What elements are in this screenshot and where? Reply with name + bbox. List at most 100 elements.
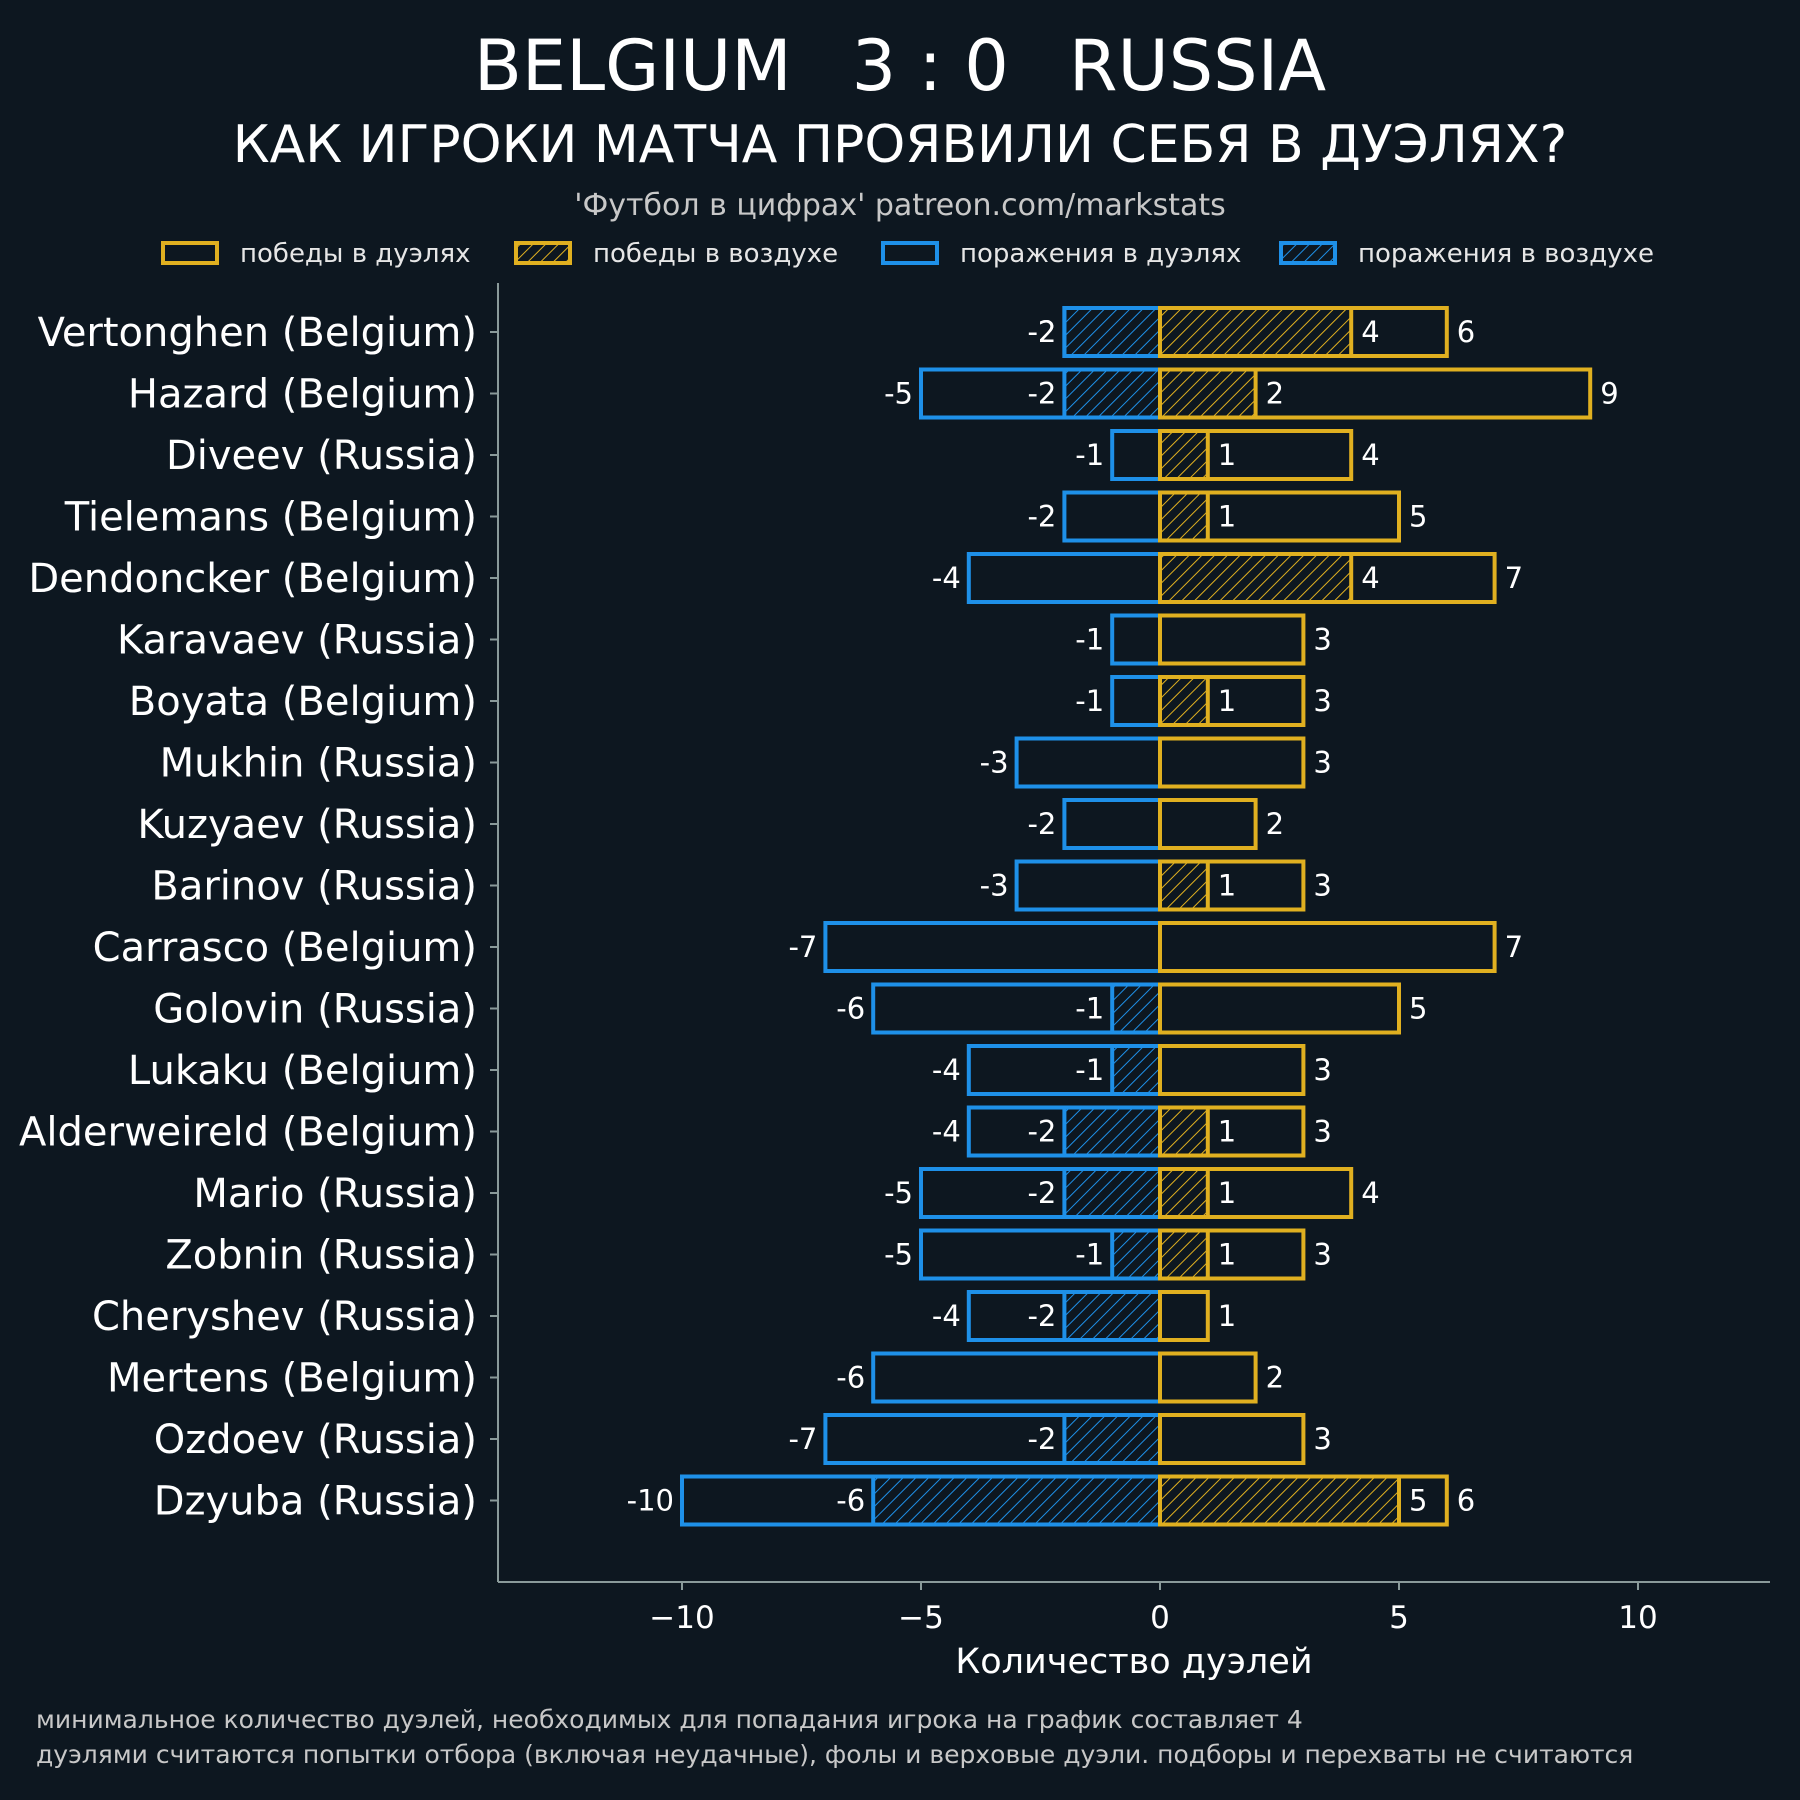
label-duel-win-kuzyaev: 2 [1266, 807, 1284, 841]
label-aerial-win-tielemans: 1 [1218, 500, 1236, 534]
label-duel-win-karavaev: 3 [1313, 623, 1331, 657]
label-duel-win-mukhin: 3 [1313, 746, 1331, 780]
row-carrasco: 7 -7 [788, 921, 1523, 973]
bar-duel-win-mario [1158, 1167, 1354, 1219]
label-aerial-win-dendoncker: 4 [1361, 561, 1379, 595]
row-boyata: 3 1 -1 [1075, 675, 1332, 727]
row-vertonghen: 64-2-2 [1027, 306, 1475, 358]
player-label-mukhin: Mukhin (Russia) [160, 741, 477, 787]
footnote-min-duels: минимальное количество дуэлей, необходим… [36, 1705, 1303, 1734]
bar-duel-win-kuzyaev [1158, 798, 1258, 850]
plot-area: 6 4 -2 -2 9 2 -5 -2 4 1 -1 5 1 -2 7 4 -4 3 -1 3 1 -1 3 -3 2 -2 3 1 -… [627, 306, 1619, 1527]
legend-swatch-aerial-losses [1279, 241, 1337, 265]
row-mukhin: 3 -3 [980, 736, 1332, 789]
row-karavaev: 3 -1 [1075, 613, 1332, 666]
row-mario: 4 1 -5 -2 [884, 1167, 1380, 1219]
legend-item-duel-wins: победы в дуэлях [161, 239, 471, 269]
home-team: BELGIUM [474, 25, 792, 107]
row-dendoncker: 7 4 -4 [932, 552, 1523, 604]
legend: победы в дуэлях победы в воздухе поражен… [161, 239, 1654, 269]
row-tielemans: 5 1 -2 [1027, 490, 1427, 543]
label-duel-win-boyata: 3 [1313, 684, 1331, 718]
player-labels: Vertonghen (Belgium) Hazard (Belgium) Dive… [19, 310, 498, 1525]
bar-aerial-win-alderweireld [1158, 1105, 1210, 1158]
bar-aerial-win-zobnin [1158, 1228, 1210, 1281]
legend-item-aerial-wins: победы в воздухе [514, 239, 838, 269]
row-zobnin: 3 1 -5 -1 [884, 1228, 1332, 1281]
row-diveev: 4 1 -1 [1075, 429, 1380, 481]
bar-aerial-loss-cheryshev [1062, 1290, 1163, 1342]
bar-aerial-win-tielemans [1158, 490, 1210, 543]
bar-aerial-loss-vertonghen [1062, 306, 1163, 358]
label-duel-loss-kuzyaev: -2 [1027, 807, 1056, 841]
label-aerial-win-dzyuba: 5 [1409, 1484, 1427, 1518]
label-aerial-loss-mario: -2 [1027, 1176, 1056, 1210]
player-label-lukaku: Lukaku (Belgium) [128, 1048, 477, 1094]
label-aerial-loss-ozdoev: -2 [1027, 1422, 1056, 1456]
label-duel-win-golovin: 5 [1409, 992, 1427, 1026]
bar-duel-win-mukhin [1158, 736, 1306, 789]
player-label-golovin: Golovin (Russia) [153, 987, 477, 1033]
label-duel-win-diveev: 4 [1361, 438, 1379, 472]
bar-aerial-win-boyata [1158, 675, 1210, 727]
label-aerial-loss-hazard: -2 [1027, 377, 1056, 411]
row-mertens: 2 -6 [836, 1351, 1284, 1404]
label-duel-loss-dzyuba: -10 [627, 1484, 674, 1518]
bar-duel-win-zobnin [1158, 1228, 1306, 1281]
label-duel-loss-hazard: -5 [884, 377, 913, 411]
x-tick-label: −10 [649, 1600, 714, 1636]
bar-aerial-win-hazard [1158, 367, 1258, 420]
bar-duel-win-golovin [1158, 982, 1401, 1035]
label-aerial-loss-vertonghen: -2 [1027, 315, 1056, 349]
label-duel-win-mertens: 2 [1266, 1361, 1284, 1395]
label-aerial-win-zobnin: 1 [1218, 1238, 1236, 1272]
legend-swatch-aerial-wins [514, 241, 572, 265]
match-score: 3 : 0 [852, 25, 1009, 107]
label-duel-loss-vertonghen: -2 [1027, 315, 1056, 349]
label-aerial-win-hazard: 2 [1266, 377, 1284, 411]
legend-item-aerial-losses: поражения в воздухе [1279, 239, 1654, 269]
bar-aerial-win-diveev [1158, 429, 1210, 481]
label-duel-win-carrasco: 7 [1505, 930, 1523, 964]
bar-duel-win-hazard [1158, 367, 1593, 420]
bar-duel-win-cheryshev [1158, 1290, 1210, 1342]
label-duel-win-hazard: 9 [1600, 377, 1618, 411]
away-team: RUSSIA [1069, 25, 1326, 107]
row-hazard: 9 2 -5 -2 [884, 367, 1619, 420]
bar-duel-win-tielemans [1158, 490, 1401, 543]
bar-aerial-loss-mario [1062, 1167, 1163, 1219]
row-cheryshev: 1 -4 -2 [932, 1290, 1236, 1342]
label-aerial-loss-dzyuba: -6 [836, 1484, 865, 1518]
label-aerial-loss-lukaku: -1 [1075, 1053, 1104, 1087]
label-duel-win-ozdoev: 3 [1313, 1422, 1331, 1456]
bar-aerial-loss-ozdoev [1062, 1413, 1163, 1465]
x-axis-ticks: −10 −5 0 5 10 [649, 1582, 1658, 1636]
legend-label-duel-losses: поражения в дуэлях [960, 239, 1241, 269]
label-duel-win-alderweireld: 3 [1313, 1115, 1331, 1149]
label-aerial-loss-alderweireld: -2 [1027, 1115, 1056, 1149]
row-lukaku: 3 -4 -1 [932, 1044, 1332, 1096]
label-duel-loss-lukaku: -4 [932, 1053, 961, 1087]
bar-aerial-loss-lukaku [1110, 1044, 1162, 1096]
label-duel-win-tielemans: 5 [1409, 500, 1427, 534]
row-dzyuba: 65 -10 -6 [627, 1474, 1475, 1527]
player-label-boyata: Boyata (Belgium) [129, 679, 477, 725]
bar-aerial-win-barinov [1158, 859, 1210, 912]
bar-aerial-win-dendoncker [1158, 552, 1354, 604]
bar-aerial-loss-zobnin [1110, 1228, 1162, 1281]
row-ozdoev: 3 -7 -2 [788, 1413, 1332, 1465]
credit-text: 'Футбол в цифрах' patreon.com/markstats [574, 188, 1226, 223]
player-label-tielemans: Tielemans (Belgium) [64, 495, 477, 541]
label-duel-win-dzyuba: 6 [1457, 1484, 1475, 1518]
bar-duel-win-boyata [1158, 675, 1306, 727]
label-duel-win-barinov: 3 [1313, 869, 1331, 903]
label-duel-loss-diveev: -1 [1075, 438, 1104, 472]
label-aerial-win-boyata: 1 [1218, 684, 1236, 718]
label-duel-loss-barinov: -3 [980, 869, 1009, 903]
bar-duel-win-mertens [1158, 1351, 1258, 1404]
label-aerial-loss-zobnin: -1 [1075, 1238, 1104, 1272]
label-aerial-win-barinov: 1 [1218, 869, 1236, 903]
label-aerial-win-vertonghen: 4 [1361, 315, 1379, 349]
label-duel-loss-mertens: -6 [836, 1361, 865, 1395]
